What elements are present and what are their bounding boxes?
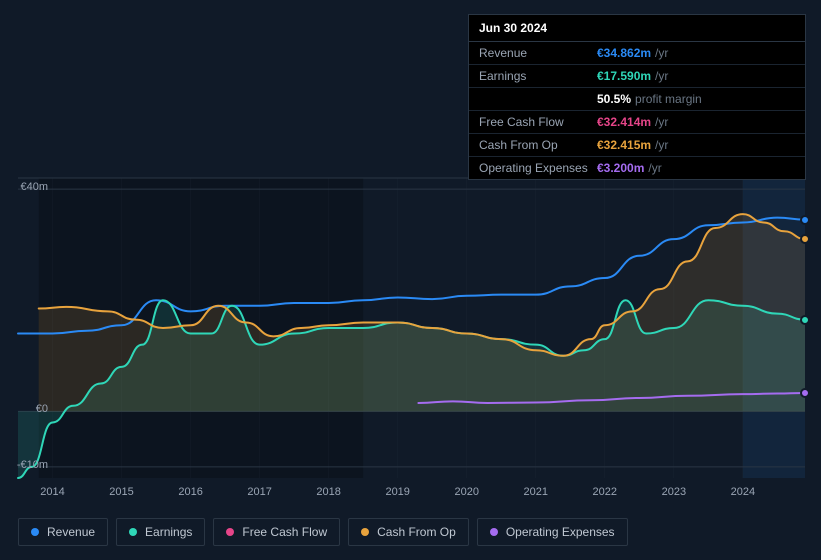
series-marker — [800, 215, 810, 225]
x-tick-label: 2019 — [385, 486, 409, 498]
series-marker — [800, 315, 810, 325]
legend-dot-icon — [129, 528, 137, 536]
x-tick-label: 2014 — [40, 486, 64, 498]
tooltip-row-label: Cash From Op — [479, 138, 597, 152]
tooltip-row-label: Earnings — [479, 69, 597, 83]
tooltip-row: Cash From Op€32.415m/yr — [469, 134, 805, 157]
tooltip-row-label: Revenue — [479, 46, 597, 60]
chart-legend: Revenue Earnings Free Cash Flow Cash From O… — [18, 518, 628, 546]
tooltip-row-suffix: profit margin — [635, 92, 702, 106]
legend-dot-icon — [226, 528, 234, 536]
legend-item[interactable]: Cash From Op — [348, 518, 469, 546]
chart-tooltip: Jun 30 2024 Revenue€34.862m/yrEarnings€1… — [468, 14, 806, 180]
legend-label: Cash From Op — [377, 525, 456, 539]
legend-item[interactable]: Free Cash Flow — [213, 518, 340, 546]
tooltip-date: Jun 30 2024 — [469, 15, 805, 42]
x-tick-label: 2015 — [109, 486, 133, 498]
legend-label: Free Cash Flow — [242, 525, 327, 539]
legend-label: Earnings — [145, 525, 192, 539]
y-tick-label: €0 — [0, 403, 48, 415]
tooltip-row-value: €32.414m — [597, 115, 651, 129]
x-tick-label: 2023 — [662, 486, 686, 498]
tooltip-row-value: €34.862m — [597, 46, 651, 60]
tooltip-row-value: €32.415m — [597, 138, 651, 152]
tooltip-row-suffix: /yr — [655, 69, 668, 83]
legend-item[interactable]: Revenue — [18, 518, 108, 546]
tooltip-row-suffix: /yr — [648, 161, 661, 175]
tooltip-row-suffix: /yr — [655, 115, 668, 129]
tooltip-row: Revenue€34.862m/yr — [469, 42, 805, 65]
legend-dot-icon — [490, 528, 498, 536]
tooltip-row: Operating Expenses€3.200m/yr — [469, 157, 805, 179]
series-marker — [800, 388, 810, 398]
tooltip-row-label: Operating Expenses — [479, 161, 597, 175]
y-tick-label: -€10m — [0, 459, 48, 471]
legend-item[interactable]: Earnings — [116, 518, 205, 546]
tooltip-row: Free Cash Flow€32.414m/yr — [469, 111, 805, 134]
legend-label: Revenue — [47, 525, 95, 539]
legend-dot-icon — [361, 528, 369, 536]
x-tick-label: 2016 — [178, 486, 202, 498]
x-tick-label: 2018 — [316, 486, 340, 498]
legend-label: Operating Expenses — [506, 525, 615, 539]
x-tick-label: 2021 — [524, 486, 548, 498]
series-marker — [800, 234, 810, 244]
tooltip-row-value: €3.200m — [597, 161, 644, 175]
y-tick-label: €40m — [0, 181, 48, 193]
tooltip-row-label: Free Cash Flow — [479, 115, 597, 129]
x-tick-label: 2017 — [247, 486, 271, 498]
tooltip-row-suffix: /yr — [655, 138, 668, 152]
tooltip-row-suffix: /yr — [655, 46, 668, 60]
tooltip-row-value: €17.590m — [597, 69, 651, 83]
tooltip-row: Earnings€17.590m/yr — [469, 65, 805, 88]
x-tick-label: 2020 — [454, 486, 478, 498]
x-tick-label: 2024 — [731, 486, 755, 498]
legend-item[interactable]: Operating Expenses — [477, 518, 628, 546]
x-tick-label: 2022 — [593, 486, 617, 498]
tooltip-row-label — [479, 92, 597, 106]
tooltip-row: 50.5% profit margin — [469, 88, 805, 111]
legend-dot-icon — [31, 528, 39, 536]
tooltip-row-value: 50.5% — [597, 92, 631, 106]
